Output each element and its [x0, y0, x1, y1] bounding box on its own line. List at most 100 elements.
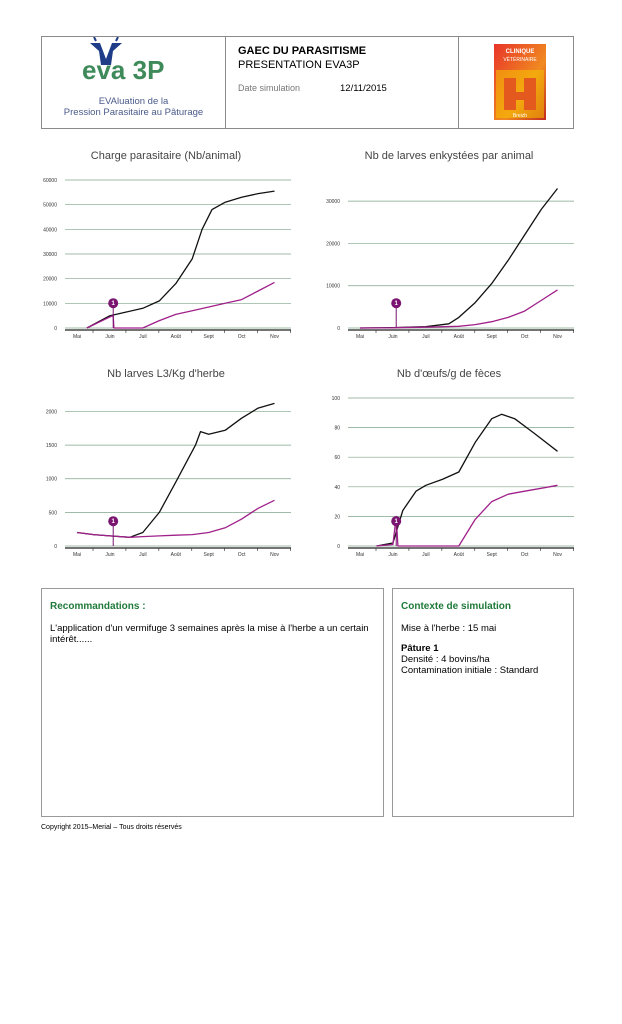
- x-tick-label: Août: [454, 552, 465, 558]
- x-tick-label: Sept: [204, 334, 215, 340]
- x-tick-label: Oct: [521, 334, 529, 340]
- y-tick-label: 40000: [43, 227, 57, 233]
- x-tick-label: Sept: [487, 334, 498, 340]
- series-line: [76, 499, 275, 538]
- x-tick-label: Oct: [238, 334, 246, 340]
- y-tick-label: 100: [332, 396, 341, 402]
- date-value: 12/11/2015: [340, 83, 387, 94]
- y-tick-label: 0: [54, 544, 57, 550]
- y-tick-label: 50000: [43, 203, 57, 209]
- chart-title: Nb d'œufs/g de fèces: [396, 368, 502, 380]
- x-tick-label: Mai: [73, 334, 81, 340]
- series-line: [359, 289, 558, 329]
- marker-label: 1: [112, 519, 116, 525]
- recommendations-title: Recommandations :: [50, 601, 146, 612]
- context-box: Contexte de simulation Mise à l'herbe : …: [392, 588, 574, 817]
- chart-svg: 0 500 1000 1500 2000 Mai Juin Juil Août Sept Oct No…: [46, 402, 291, 558]
- chart-title: Nb larves L3/Kg d'herbe: [107, 368, 225, 380]
- chart-title: Charge parasitaire (Nb/animal): [90, 150, 242, 162]
- svg-text:CLINIQUE: CLINIQUE: [506, 49, 535, 55]
- chart-charge-parasitaire: Charge parasitaire (Nb/animal) 0 10000 200…: [35, 150, 297, 350]
- context-turnout: Mise à l'herbe : 15 mai: [401, 623, 497, 634]
- series-line: [86, 190, 275, 329]
- y-tick-label: 0: [337, 326, 340, 332]
- y-tick-label: 1000: [46, 477, 57, 483]
- x-tick-label: Oct: [521, 552, 529, 558]
- x-tick-label: Juin: [388, 334, 397, 340]
- y-tick-label: 2000: [46, 409, 57, 415]
- chart-title: Nb de larves enkystées par animal: [364, 150, 534, 162]
- x-tick-label: Juil: [139, 334, 147, 340]
- x-tick-label: Août: [454, 334, 465, 340]
- context-density: Densité : 4 bovins/ha: [401, 654, 490, 665]
- x-tick-label: Oct: [238, 552, 246, 558]
- presentation-title: PRESENTATION EVA3P: [238, 59, 360, 71]
- x-tick-label: Nov: [553, 334, 562, 340]
- chart-svg: 0 10000 20000 30000 Mai Juin Juil Août Sept Oct No…: [326, 188, 574, 340]
- x-tick-label: Juin: [388, 552, 397, 558]
- x-tick-label: Nov: [270, 552, 279, 558]
- header-divider: [225, 37, 226, 128]
- eva3p-logo: eva 3P EVAluation de la Pression Parasit…: [42, 36, 225, 130]
- recommendations-text: L'application d'un vermifuge 3 semaines …: [50, 623, 369, 645]
- y-tick-label: 0: [54, 326, 57, 332]
- logo-subtitle-1: EVAluation de la: [98, 96, 169, 107]
- eva3p-logo-graphic: eva 3P: [82, 36, 164, 85]
- chart-larves-l3: Nb larves L3/Kg d'herbe 0 500 1000 1500 2000…: [35, 368, 297, 568]
- farm-name: GAEC DU PARASITISME: [238, 45, 367, 57]
- y-tick-label: 30000: [43, 252, 57, 258]
- y-tick-label: 20000: [326, 241, 340, 247]
- marker-label: 1: [395, 519, 399, 525]
- x-tick-label: Sept: [204, 552, 215, 558]
- x-tick-label: Juil: [139, 552, 147, 558]
- x-tick-label: Nov: [553, 552, 562, 558]
- svg-text:VÉTÉRINAIRE: VÉTÉRINAIRE: [503, 56, 537, 63]
- y-tick-label: 1500: [46, 443, 57, 449]
- x-tick-label: Mai: [356, 334, 364, 340]
- y-tick-label: 40: [334, 485, 340, 491]
- y-tick-label: 30000: [326, 199, 340, 205]
- marker-pin: [391, 516, 402, 527]
- x-tick-label: Nov: [270, 334, 279, 340]
- x-tick-label: Juil: [422, 334, 430, 340]
- y-tick-label: 10000: [326, 284, 340, 290]
- report-header: eva 3P EVAluation de la Pression Parasit…: [41, 36, 574, 129]
- context-contamination: Contamination initiale : Standard: [401, 665, 539, 676]
- marker-label: 1: [112, 301, 116, 307]
- y-tick-label: 500: [49, 510, 58, 516]
- series-line: [376, 413, 558, 547]
- logo-subtitle-2: Pression Parasitaire au Pâturage: [63, 107, 204, 118]
- x-tick-label: Sept: [487, 552, 498, 558]
- chart-larves-enkystees: Nb de larves enkystées par animal 0 10000…: [318, 150, 580, 350]
- header-divider: [458, 37, 459, 128]
- y-tick-label: 10000: [43, 301, 57, 307]
- y-tick-label: 60: [334, 455, 340, 461]
- y-tick-label: 80: [334, 426, 340, 432]
- x-tick-label: Mai: [356, 552, 364, 558]
- chart-svg: 0 20 40 60 80 100 Mai Juin Juil Août Sept Oct Nov 1: [332, 396, 574, 558]
- chart-oeufs-feces: Nb d'œufs/g de fèces 0 20 40 60 80 100 Mai Juin…: [318, 368, 580, 568]
- marker-pin: [391, 298, 402, 309]
- x-tick-label: Août: [171, 552, 182, 558]
- svg-text:Breizh: Breizh: [513, 113, 527, 119]
- logo-text: eva 3P: [82, 55, 164, 85]
- series-line: [359, 188, 559, 329]
- context-pasture: Pâture 1: [401, 643, 439, 654]
- y-tick-label: 20000: [43, 277, 57, 283]
- y-tick-label: 0: [337, 544, 340, 550]
- x-tick-label: Juil: [422, 552, 430, 558]
- marker-pin: [108, 298, 119, 309]
- series-line: [376, 484, 558, 547]
- date-label: Date simulation: [238, 83, 301, 93]
- x-tick-label: Juin: [105, 552, 114, 558]
- marker-label: 1: [395, 301, 399, 307]
- y-tick-label: 60000: [43, 178, 57, 184]
- marker-pin: [108, 516, 119, 527]
- x-tick-label: Mai: [73, 552, 81, 558]
- x-tick-label: Juin: [105, 334, 114, 340]
- chart-svg: 0 10000 20000 30000 40000 50000 60000 Mai Juin Ju…: [43, 178, 291, 340]
- clinic-logo: CLINIQUE VÉTÉRINAIRE Breizh: [494, 44, 546, 120]
- copyright: Copyright 2015–Merial – Tous droits rése…: [41, 824, 182, 831]
- x-tick-label: Août: [171, 334, 182, 340]
- context-title: Contexte de simulation: [401, 601, 512, 612]
